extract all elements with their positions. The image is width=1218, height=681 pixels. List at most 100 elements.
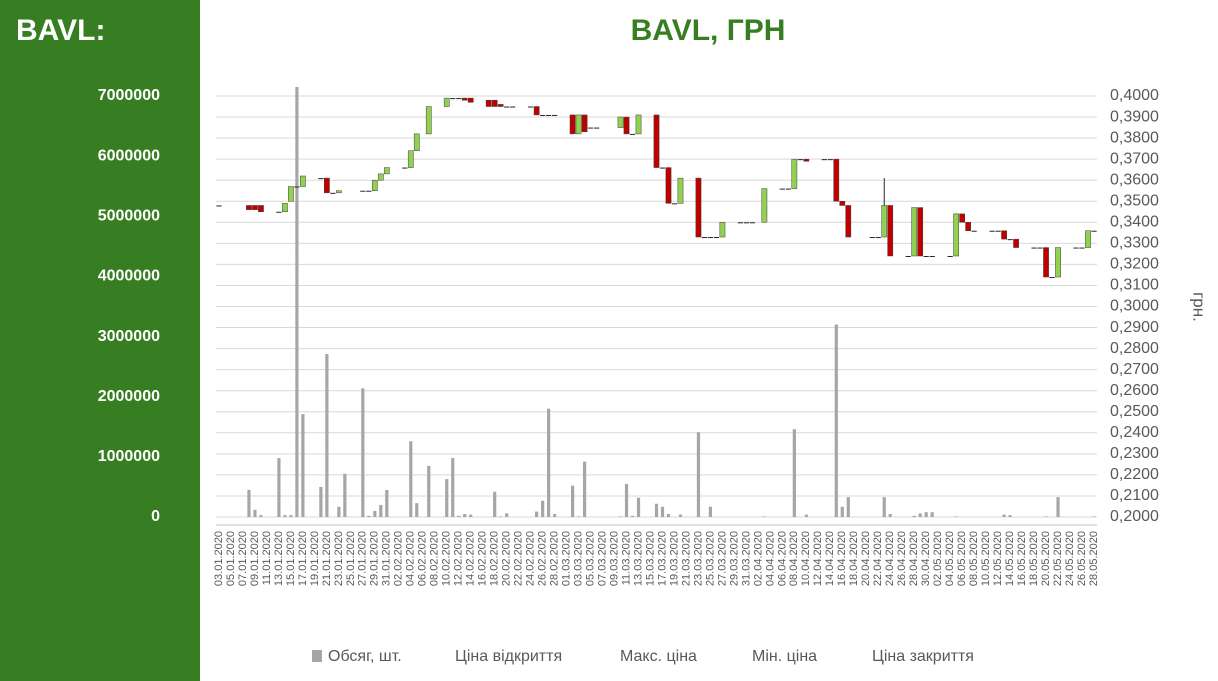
candle-body bbox=[905, 255, 911, 257]
candle-body bbox=[533, 106, 540, 116]
candle-body bbox=[695, 177, 702, 238]
y2-tick-label: 0,3500 bbox=[1110, 192, 1159, 209]
candle-body bbox=[282, 203, 288, 213]
candle-body bbox=[743, 222, 749, 224]
candle-body bbox=[665, 167, 672, 204]
x-tick-label: 08.04.2020 bbox=[788, 531, 800, 586]
candle-body bbox=[1043, 247, 1049, 278]
candle-body bbox=[575, 114, 582, 135]
legend-label: Ціна закриття bbox=[872, 648, 974, 665]
volume-bar bbox=[343, 473, 347, 517]
volume-bar bbox=[1044, 516, 1048, 517]
candle-body bbox=[371, 179, 378, 191]
y-tick-label: 5000000 bbox=[98, 208, 160, 225]
volume-bar bbox=[247, 489, 251, 517]
candle-body bbox=[1049, 277, 1055, 279]
candle-body bbox=[797, 159, 803, 161]
candle-body bbox=[528, 106, 534, 108]
volume-bar bbox=[582, 461, 587, 517]
sidebar bbox=[0, 0, 200, 681]
x-tick-label: 13.01.2020 bbox=[273, 531, 285, 586]
candle-body bbox=[677, 177, 684, 204]
candle-body bbox=[923, 255, 929, 257]
x-tick-label: 14.02.2020 bbox=[465, 531, 477, 586]
candle-body bbox=[276, 211, 282, 213]
candle-body bbox=[833, 158, 840, 202]
x-tick-label: 02.05.2020 bbox=[932, 531, 944, 586]
x-tick-label: 08.05.2020 bbox=[968, 531, 980, 586]
candle-body bbox=[707, 237, 714, 239]
candle-body bbox=[953, 213, 960, 257]
legend-label: Макс. ціна bbox=[620, 648, 697, 665]
y2-tick-label: 0,2500 bbox=[1110, 403, 1159, 420]
x-tick-label: 15.03.2020 bbox=[644, 531, 656, 586]
volume-bar bbox=[379, 504, 383, 517]
candle-body bbox=[917, 207, 924, 257]
candle-body bbox=[911, 207, 918, 257]
candle-body bbox=[497, 104, 504, 107]
volume-bar bbox=[553, 513, 557, 517]
candle-body bbox=[216, 205, 222, 207]
volume-bar bbox=[666, 513, 671, 517]
x-tick-label: 02.02.2020 bbox=[393, 531, 405, 586]
x-tick-label: 25.01.2020 bbox=[345, 531, 357, 586]
x-tick-label: 11.01.2020 bbox=[261, 531, 273, 585]
volume-bar bbox=[295, 87, 299, 517]
candle-body bbox=[959, 213, 966, 223]
y2-tick-label: 0,3300 bbox=[1110, 235, 1159, 252]
candle-body bbox=[821, 159, 827, 161]
candle-body bbox=[504, 106, 510, 108]
legend-label: Ціна відкриття bbox=[455, 648, 562, 665]
x-tick-label: 05.03.2020 bbox=[584, 531, 596, 586]
volume-bar bbox=[1092, 516, 1096, 517]
y-tick-label: 1000000 bbox=[98, 448, 160, 465]
candle-body bbox=[791, 158, 798, 189]
y2-tick-label: 0,2000 bbox=[1110, 508, 1159, 525]
x-tick-label: 06.05.2020 bbox=[956, 531, 968, 586]
volume-bar bbox=[576, 516, 581, 517]
y2-tick-label: 0,3000 bbox=[1110, 298, 1159, 315]
volume-bar bbox=[409, 441, 413, 517]
x-tick-label: 19.03.2020 bbox=[668, 531, 680, 586]
volume-bar bbox=[301, 414, 305, 517]
y2-tick-label: 0,4000 bbox=[1110, 87, 1159, 104]
candle-body bbox=[869, 237, 875, 239]
y2-tick-label: 0,3700 bbox=[1110, 150, 1159, 167]
x-tick-label: 28.02.2020 bbox=[549, 531, 561, 586]
x-tick-label: 18.05.2020 bbox=[1028, 531, 1040, 586]
x-tick-label: 09.03.2020 bbox=[608, 531, 620, 586]
x-tick-label: 25.03.2020 bbox=[704, 531, 716, 586]
y2-tick-label: 0,2300 bbox=[1110, 445, 1159, 462]
y-tick-label: 6000000 bbox=[98, 147, 160, 164]
x-tick-label: 15.01.2020 bbox=[285, 531, 297, 586]
x-tick-label: 28.04.2020 bbox=[908, 531, 920, 586]
volume-bar bbox=[630, 515, 635, 517]
x-tick-label: 24.02.2020 bbox=[525, 531, 537, 586]
candle-body bbox=[540, 114, 546, 116]
sidebar-title: BAVL: bbox=[16, 14, 105, 47]
volume-bar bbox=[618, 516, 623, 517]
legend-label: Мін. ціна bbox=[752, 648, 817, 665]
x-tick-label: 13.03.2020 bbox=[632, 531, 644, 586]
candle-body bbox=[1013, 238, 1019, 248]
candle-body bbox=[360, 190, 366, 192]
candle-body bbox=[377, 173, 384, 181]
x-tick-label: 04.04.2020 bbox=[764, 531, 776, 586]
volume-bar bbox=[696, 432, 701, 517]
volume-bar bbox=[427, 465, 431, 517]
candle-body bbox=[1001, 230, 1007, 240]
candle-body bbox=[1073, 247, 1079, 249]
candle-body bbox=[491, 99, 498, 107]
candle-body bbox=[887, 205, 894, 257]
y-tick-label: 7000000 bbox=[98, 87, 160, 104]
y2-tick-label: 0,2700 bbox=[1110, 361, 1159, 378]
candle-body bbox=[485, 99, 492, 107]
x-tick-label: 31.01.2020 bbox=[381, 531, 393, 586]
x-tick-label: 17.01.2020 bbox=[297, 531, 309, 586]
volume-bar bbox=[277, 458, 281, 517]
x-tick-label: 20.04.2020 bbox=[860, 531, 872, 586]
x-tick-label: 14.04.2020 bbox=[824, 531, 836, 586]
volume-bar bbox=[505, 513, 509, 517]
candle-body bbox=[623, 116, 630, 135]
x-tick-label: 28.05.2020 bbox=[1088, 531, 1100, 586]
